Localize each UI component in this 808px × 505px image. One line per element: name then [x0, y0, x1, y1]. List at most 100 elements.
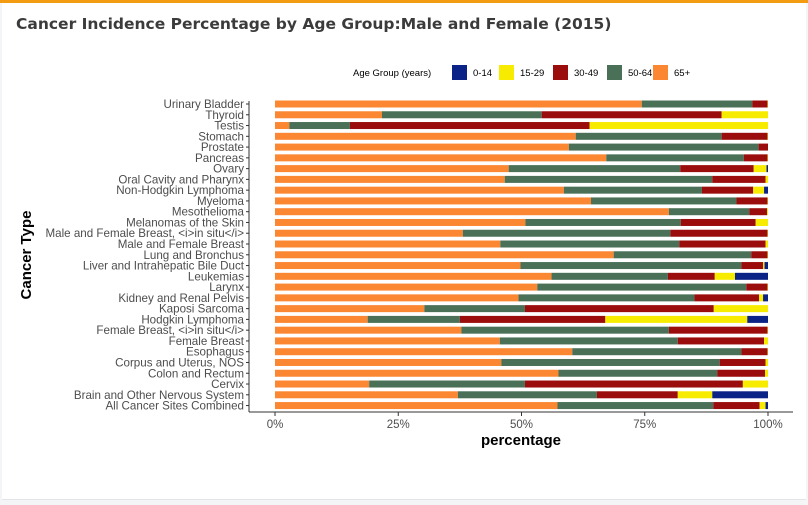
bar-segment: [275, 175, 505, 183]
category-label: Esophagus: [186, 346, 244, 359]
bar-segment: [499, 337, 678, 345]
category-labels: Urinary BladderThyroidTestisStomachProst…: [46, 98, 249, 413]
bar-segment: [749, 208, 768, 216]
bar-segment: [589, 122, 768, 130]
legend-label: 0-14: [473, 68, 492, 79]
category-label: Lung and Bronchus: [143, 249, 244, 262]
legend-swatch: [653, 65, 668, 80]
bar-segment: [381, 111, 542, 119]
category-label: All Cancer Sites Combined: [105, 400, 244, 413]
bar-segment: [767, 208, 768, 216]
bar-segment: [719, 358, 766, 366]
category-label: Male and Female Breast: [118, 238, 245, 251]
bar-segment: [563, 186, 702, 194]
x-tick-label: 100%: [753, 419, 782, 431]
bar-segment: [764, 186, 768, 194]
category-label: Brain and Other Nervous System: [74, 389, 244, 402]
bar-segment: [717, 369, 766, 377]
legend: Age Group (years) 0-14 15-29 30-49 50-64 65+: [353, 65, 691, 80]
bar-segment: [275, 380, 370, 388]
bar-segment: [501, 358, 720, 366]
bar-segment: [765, 240, 768, 248]
bar-segment: [613, 251, 752, 259]
bar-segment: [765, 175, 768, 183]
category-label: Myeloma: [197, 195, 245, 208]
bar-segment: [764, 337, 768, 345]
category-label: Kaposi Sarcoma: [159, 303, 245, 316]
bar-segment: [289, 122, 350, 130]
bar-segment: [275, 326, 462, 334]
bar-segment: [275, 369, 559, 377]
legend-swatch: [499, 65, 514, 80]
bar-segment: [275, 283, 538, 291]
bar-segment: [712, 175, 766, 183]
bar-segment: [641, 100, 753, 108]
bar-segment: [424, 305, 525, 313]
bar-segment: [575, 132, 722, 140]
bar-segment: [275, 122, 290, 130]
bar-segment: [712, 391, 768, 399]
bar-segment: [763, 262, 765, 270]
bar-segment: [459, 315, 606, 323]
category-label: Cervix: [211, 378, 244, 391]
category-label: Prostate: [201, 141, 244, 154]
bar-segment: [349, 122, 590, 130]
bar-segment: [741, 262, 764, 270]
bar-segment: [763, 294, 768, 302]
bar-segment: [596, 391, 678, 399]
category-label: Kidney and Renal Pelvis: [118, 292, 244, 305]
bar-segment: [275, 154, 607, 162]
category-label: Oral Cavity and Pharynx: [118, 173, 244, 186]
category-label: Melanomas of the Skin: [126, 216, 244, 229]
bar-segment: [275, 402, 558, 410]
bar-segment: [275, 251, 614, 259]
bars: [275, 100, 769, 410]
bar-segment: [462, 229, 671, 237]
bar-segment: [721, 132, 768, 140]
bar-segment: [679, 240, 766, 248]
bar-segment: [275, 337, 500, 345]
bar-segment: [713, 402, 760, 410]
bar-segment: [275, 391, 458, 399]
bar-segment: [667, 272, 715, 280]
bar-segment: [605, 315, 748, 323]
bar-segment: [275, 143, 569, 151]
legend-label: 65+: [674, 68, 691, 79]
bar-segment: [275, 305, 425, 313]
bar-segment: [275, 240, 501, 248]
category-label: Female Breast: [169, 335, 245, 348]
legend-title: Age Group (years): [353, 68, 431, 79]
category-label: Corpus and Uterus, NOS: [115, 356, 244, 369]
category-label: Thyroid: [205, 109, 244, 122]
category-label: Mesothelioma: [172, 206, 245, 219]
legend-label: 15-29: [520, 68, 544, 79]
category-label: Male and Female Breast, <i>in situ</i>: [46, 227, 245, 240]
bar-segment: [275, 186, 564, 194]
bar-segment: [764, 262, 768, 270]
bar-segment: [677, 337, 765, 345]
bar-segment: [508, 165, 681, 173]
category-label: Pancreas: [195, 152, 244, 165]
category-label: Testis: [214, 120, 244, 133]
x-tick-label: 25%: [387, 419, 410, 431]
bar-segment: [518, 294, 695, 302]
bar-segment: [275, 348, 573, 356]
category-label: Liver and Intrahepatic Bile Duct: [83, 260, 245, 273]
legend-swatch: [452, 65, 467, 80]
category-label: Hodgkin Lymphoma: [141, 313, 244, 326]
bar-segment: [551, 272, 668, 280]
bar-segment: [275, 111, 382, 119]
bar-segment: [524, 380, 743, 388]
bar-segment: [606, 154, 744, 162]
bar-segment: [747, 315, 768, 323]
bar-segment: [275, 100, 642, 108]
bar-segment: [275, 315, 368, 323]
bar-segment: [694, 294, 760, 302]
bar-segment: [752, 100, 768, 108]
bar-segment: [742, 380, 768, 388]
bar-segment: [753, 165, 767, 173]
bar-segment: [504, 175, 713, 183]
category-label: Female Breast, <i>in situ</i>: [96, 324, 244, 337]
bar-segment: [557, 402, 714, 410]
bar-segment: [524, 305, 714, 313]
